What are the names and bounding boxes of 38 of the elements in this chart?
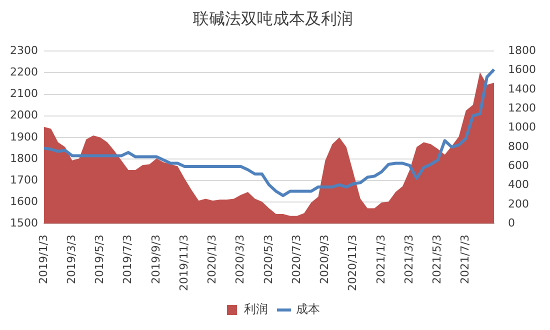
y2-tick-label: 1800 bbox=[508, 44, 536, 58]
x-tick-label: 2021/1/3 bbox=[374, 234, 388, 284]
x-tick-label: 2020/11/3 bbox=[346, 234, 360, 292]
x-tick-label: 2019/9/3 bbox=[149, 234, 162, 284]
y-tick-label: 1700 bbox=[10, 173, 38, 186]
x-tick-label: 2019/5/3 bbox=[93, 234, 106, 284]
y-tick-label: 1800 bbox=[10, 152, 38, 165]
legend-label: 利润 bbox=[244, 302, 268, 316]
y2-tick-label: 600 bbox=[508, 158, 530, 172]
x-tick-label: 2020/5/3 bbox=[262, 234, 275, 284]
y-tick-label: 2100 bbox=[10, 87, 38, 100]
y2-tick-label: 200 bbox=[508, 197, 530, 210]
y2-tick-label: 1000 bbox=[508, 120, 536, 134]
y-tick-label: 1900 bbox=[10, 130, 38, 144]
y2-tick-label: 800 bbox=[508, 140, 530, 153]
y-tick-label: 2300 bbox=[10, 44, 38, 58]
x-tick-label: 2020/3/3 bbox=[234, 234, 247, 284]
y2-tick-label: 0 bbox=[508, 216, 516, 230]
y2-tick-label: 1600 bbox=[508, 63, 536, 76]
x-tick-label: 2020/9/3 bbox=[318, 234, 332, 284]
x-tick-label: 2020/1/3 bbox=[206, 234, 219, 284]
x-tick-label: 2021/5/3 bbox=[430, 234, 444, 284]
x-tick-label: 2021/3/3 bbox=[402, 234, 416, 284]
y-tick-label: 1500 bbox=[10, 216, 38, 230]
y2-tick-label: 1400 bbox=[508, 82, 536, 96]
x-tick-label: 2019/3/3 bbox=[64, 234, 78, 284]
legend-label: 成本 bbox=[296, 302, 320, 316]
x-tick-label: 2021/7/3 bbox=[458, 234, 472, 284]
x-tick-label: 2019/1/3 bbox=[36, 234, 50, 284]
y2-tick-label: 400 bbox=[508, 178, 530, 192]
y-tick-label: 1600 bbox=[10, 194, 38, 208]
x-tick-label: 2019/11/3 bbox=[177, 234, 190, 292]
y2-tick-label: 1200 bbox=[508, 102, 536, 115]
x-tick-label: 2019/7/3 bbox=[121, 234, 134, 284]
y-tick-label: 2200 bbox=[10, 66, 38, 79]
y-tick-label: 2000 bbox=[10, 108, 38, 122]
x-tick-label: 2020/7/3 bbox=[290, 234, 303, 284]
chart-title: 联碱法双吨成本及利润 bbox=[193, 8, 353, 28]
